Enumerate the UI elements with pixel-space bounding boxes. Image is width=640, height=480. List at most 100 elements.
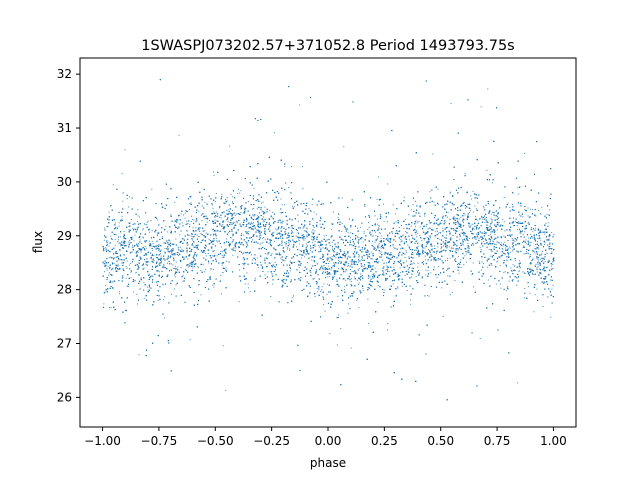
- data-point: [481, 237, 483, 239]
- data-point: [400, 259, 402, 261]
- data-point: [131, 244, 133, 246]
- data-point: [313, 227, 315, 229]
- data-point: [425, 259, 427, 261]
- data-point: [455, 221, 457, 223]
- data-point: [537, 263, 539, 265]
- data-point: [371, 251, 373, 253]
- data-point: [351, 244, 353, 246]
- data-point: [232, 235, 234, 237]
- data-point: [193, 235, 195, 237]
- data-point: [403, 253, 405, 255]
- data-point: [367, 252, 369, 254]
- data-point: [442, 315, 444, 317]
- data-point: [103, 303, 105, 305]
- data-point: [213, 231, 215, 233]
- data-point: [344, 262, 346, 264]
- data-point: [468, 225, 470, 227]
- data-point: [285, 278, 287, 280]
- data-point: [204, 247, 206, 249]
- data-point: [549, 246, 551, 248]
- data-point: [377, 227, 379, 229]
- data-point: [197, 267, 199, 269]
- data-point: [108, 211, 110, 213]
- data-point: [520, 232, 522, 234]
- data-point: [253, 207, 255, 209]
- data-point: [421, 251, 423, 253]
- data-point: [407, 270, 409, 272]
- data-point: [428, 249, 430, 251]
- data-point: [256, 257, 258, 259]
- data-point: [186, 252, 188, 254]
- data-point: [358, 282, 360, 284]
- data-point: [232, 213, 234, 215]
- data-point: [212, 284, 214, 286]
- data-point: [531, 209, 533, 211]
- data-point: [259, 243, 261, 245]
- data-point: [179, 259, 181, 261]
- data-point: [244, 283, 246, 285]
- data-point: [234, 215, 236, 217]
- data-point: [213, 211, 215, 213]
- data-point: [496, 261, 498, 263]
- data-point: [187, 258, 189, 260]
- data-point: [256, 215, 258, 217]
- data-point: [361, 257, 363, 259]
- data-point: [233, 226, 235, 228]
- data-point: [460, 267, 462, 269]
- data-point: [359, 226, 361, 228]
- data-point: [408, 256, 410, 258]
- data-point: [470, 224, 472, 226]
- data-point: [332, 265, 334, 267]
- data-point: [367, 298, 369, 300]
- data-point: [200, 233, 202, 235]
- data-point: [361, 275, 363, 277]
- data-point: [508, 256, 510, 258]
- data-point: [372, 240, 373, 242]
- data-point: [205, 255, 207, 257]
- data-point: [292, 205, 294, 207]
- data-point: [136, 227, 138, 229]
- data-point: [538, 210, 540, 211]
- data-point: [549, 243, 551, 245]
- data-point: [158, 232, 160, 234]
- data-point: [331, 228, 333, 230]
- data-point: [319, 246, 321, 248]
- data-point: [347, 232, 349, 234]
- data-point: [436, 277, 438, 279]
- data-point: [269, 226, 271, 228]
- data-point: [378, 176, 380, 178]
- data-point: [336, 278, 338, 280]
- data-point: [410, 276, 412, 278]
- data-point: [164, 296, 166, 298]
- data-point: [182, 274, 184, 276]
- data-point: [264, 253, 266, 255]
- data-point: [310, 272, 312, 273]
- data-point: [340, 328, 342, 330]
- data-point: [314, 255, 316, 257]
- data-point: [518, 193, 520, 195]
- data-point: [353, 245, 355, 247]
- data-point: [455, 249, 457, 251]
- data-point: [481, 261, 483, 263]
- data-point: [293, 243, 295, 245]
- data-point: [284, 229, 286, 231]
- data-point: [535, 253, 537, 255]
- data-point: [331, 248, 333, 250]
- data-point: [241, 225, 243, 227]
- data-point: [406, 290, 408, 292]
- data-point: [425, 269, 427, 271]
- data-point: [540, 258, 542, 260]
- data-point: [309, 249, 311, 251]
- data-point: [111, 238, 113, 240]
- data-point: [207, 252, 209, 254]
- data-point: [402, 234, 404, 236]
- data-point: [337, 216, 339, 218]
- data-point: [386, 266, 388, 268]
- data-point: [471, 274, 473, 276]
- data-point: [467, 250, 469, 252]
- data-point: [178, 134, 180, 136]
- data-point: [363, 231, 365, 233]
- data-point: [143, 267, 145, 269]
- data-point: [290, 261, 292, 263]
- data-point: [202, 264, 204, 266]
